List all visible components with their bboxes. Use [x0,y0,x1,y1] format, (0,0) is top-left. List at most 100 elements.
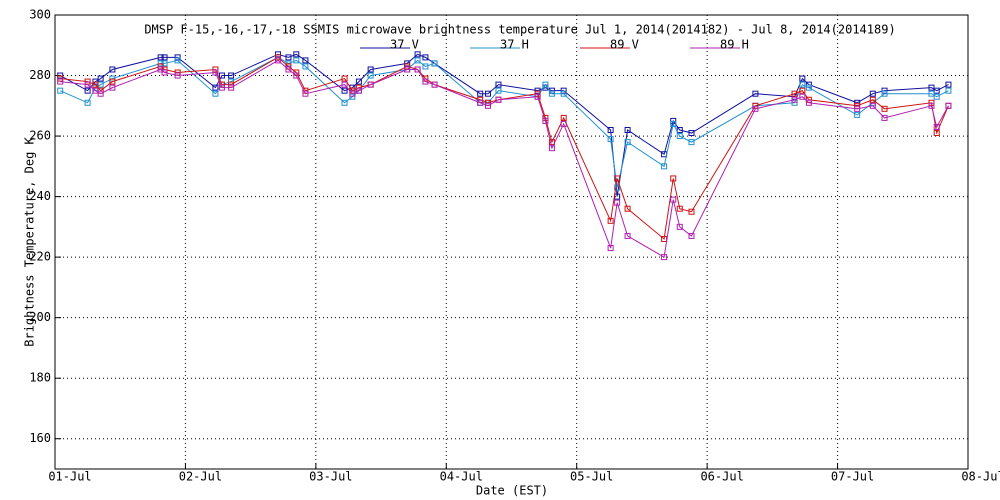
series-line [60,56,949,240]
point-marker [881,90,888,97]
point-marker [341,99,348,106]
point-marker [688,232,695,239]
point-marker [624,139,631,146]
point-marker [157,66,164,73]
y-tick-label: 280 [29,68,51,82]
point-marker [109,84,116,91]
point-marker [404,63,411,70]
x-tick-label: 03-Jul [309,470,352,484]
x-axis-label: Date (EST) [476,484,548,498]
point-marker [341,75,348,82]
point-marker [355,78,362,85]
x-tick-label: 02-Jul [179,470,222,484]
point-marker [477,99,484,106]
point-marker [799,81,806,88]
x-tick-label: 01-Jul [48,470,91,484]
legend-label: 37 V [390,38,419,52]
point-marker [495,96,502,103]
point-marker [548,145,555,152]
point-marker [688,130,695,137]
point-marker [404,66,411,73]
point-marker [97,90,104,97]
x-tick-label: 07-Jul [831,470,874,484]
point-marker [84,99,91,106]
point-marker [422,63,429,70]
point-marker [92,87,99,94]
series-line [59,53,949,197]
point-marker [285,54,292,61]
point-marker [293,72,300,79]
point-marker [212,84,219,91]
point-marker [302,63,309,70]
point-marker [791,99,798,106]
point-marker [218,84,225,91]
point-marker [285,66,292,73]
point-marker [607,136,614,143]
point-marker [881,114,888,121]
point-marker [791,90,798,97]
point-marker [542,117,549,124]
point-marker [414,51,421,58]
point-marker [614,184,621,191]
y-tick-label: 200 [29,310,51,324]
point-marker [485,102,492,109]
y-axis-label: Brightness Temperature, Deg K [23,136,37,346]
point-marker [854,102,861,109]
chart-title: DMSP F-15,-16,-17,-18 SSMIS microwave br… [144,23,895,37]
point-marker [799,75,806,82]
point-marker [302,90,309,97]
point-marker [869,102,876,109]
point-marker [495,87,502,94]
point-marker [881,87,888,94]
point-marker [109,66,116,73]
point-marker [161,69,168,76]
point-marker [161,54,168,61]
point-marker [799,93,806,100]
series-line [60,59,949,258]
point-marker [752,102,759,109]
point-marker [560,87,567,94]
point-marker [614,199,621,206]
x-tick-label: 04-Jul [440,470,483,484]
y-tick-label: 180 [29,371,51,385]
point-marker [791,96,798,103]
point-marker [624,205,631,212]
point-marker [607,127,614,134]
point-marker [367,72,374,79]
y-tick-label: 260 [29,129,51,143]
point-marker [670,175,677,182]
point-marker [218,72,225,79]
y-tick-label: 220 [29,250,51,264]
point-marker [422,54,429,61]
point-marker [174,54,181,61]
x-tick-label: 05-Jul [570,470,613,484]
point-marker [174,69,181,76]
point-marker [560,120,567,127]
plot-frame [54,14,969,470]
point-marker [869,90,876,97]
point-marker [928,84,935,91]
point-marker [670,120,677,127]
point-marker [57,87,64,94]
point-marker [945,102,952,109]
point-marker [933,123,940,130]
point-marker [431,60,438,67]
point-marker [293,57,300,64]
point-marker [422,78,429,85]
point-marker [431,81,438,88]
point-marker [485,90,492,97]
point-marker [212,66,219,73]
point-marker [854,111,861,118]
point-marker [548,90,555,97]
point-marker [676,205,683,212]
point-marker [805,84,812,91]
point-marker [933,93,940,100]
point-marker [228,72,235,79]
point-marker [302,57,309,64]
legend-label: 37 H [500,38,529,52]
point-marker [661,163,668,170]
point-marker [212,69,219,76]
point-marker [688,139,695,146]
point-marker [928,102,935,109]
point-marker [607,245,614,252]
